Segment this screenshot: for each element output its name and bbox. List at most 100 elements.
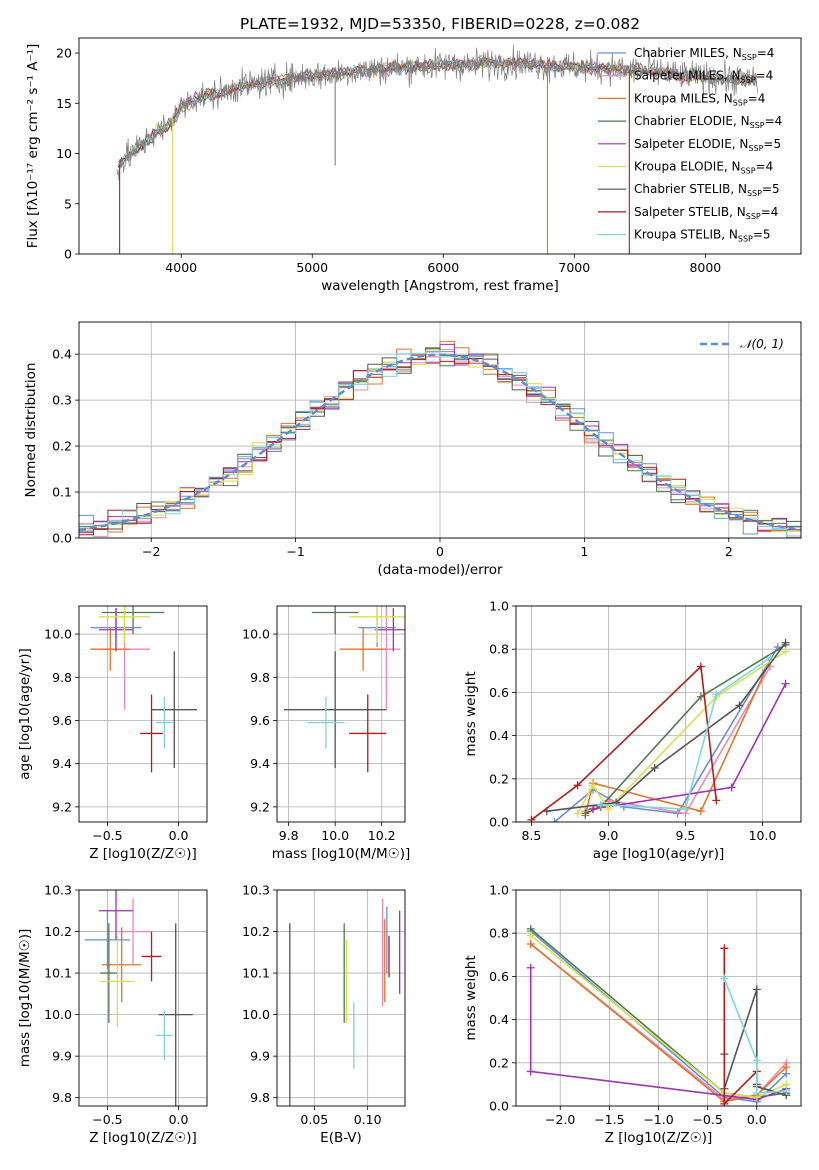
axes-mass-vs-ebv: 0.05 0.10 9.8 9.9 10.0 10.1 10.2 10.3 E(B-V): [242, 883, 406, 1146]
y-tick-label: 10.1: [44, 966, 72, 981]
errorbar-point: [101, 606, 165, 635]
weight-point-marker: [526, 963, 535, 972]
x-tick-label: 4000: [165, 260, 197, 275]
x-tick-label: 8000: [689, 260, 721, 275]
y-tick-label: 9.2: [250, 799, 270, 814]
x-tick-label: 10.0: [321, 828, 349, 843]
x-tick-label: 10.2: [368, 828, 396, 843]
weight-point-marker: [589, 805, 598, 814]
axes-frame: [78, 605, 208, 823]
weight-point-marker: [696, 662, 705, 671]
y-tick-label: 9.2: [52, 799, 72, 814]
y-axis-label: age [log10(age/yr)]: [17, 648, 33, 780]
weight-point-marker: [727, 783, 736, 792]
weight-point-marker: [752, 985, 761, 994]
axes-frame: [276, 605, 406, 823]
weight-point-marker: [781, 647, 790, 656]
weight-series-line: [723, 989, 787, 1096]
errorbar-point: [349, 694, 387, 773]
axes-frame: [78, 321, 802, 539]
weight-point-marker: [752, 1089, 761, 1098]
weight-point-marker: [650, 764, 659, 772]
y-tick-label: 0.4: [52, 347, 72, 362]
legend-entry: Kroupa ELODIE, NSSP=4: [634, 160, 773, 176]
errorbar-point: [90, 627, 131, 671]
y-tick-label: 9.8: [52, 1090, 72, 1105]
y-tick-label: 9.8: [250, 1090, 270, 1105]
errorbar-point: [98, 606, 151, 643]
y-tick-label: 15: [56, 96, 72, 111]
x-tick-label: 0.0: [169, 1112, 189, 1127]
x-tick-label: 6000: [427, 260, 459, 275]
y-tick-label: 9.8: [52, 670, 72, 685]
axes-frame: [515, 605, 802, 823]
x-tick-label: 2: [725, 544, 733, 559]
y-tick-label: 9.8: [250, 670, 270, 685]
legend-entry: Kroupa STELIB, NSSP=5: [634, 228, 771, 244]
x-tick-label: 8.5: [521, 828, 541, 843]
x-axis-label: wavelength [Angstrom, rest frame]: [321, 278, 559, 294]
x-tick-label: 7000: [558, 260, 590, 275]
weight-point-marker: [596, 800, 605, 809]
x-axis-label: (data-model)/error: [377, 562, 503, 578]
y-tick-label: 0.0: [489, 1099, 509, 1114]
weight-series-line: [723, 978, 787, 1094]
weight-point-marker: [766, 653, 775, 662]
errorbar-point: [98, 608, 134, 652]
x-axis-label: age [log10(age/yr)]: [593, 846, 725, 862]
y-tick-label: 10: [56, 146, 72, 161]
legend-entry: Chabrier MILES, NSSP=4: [634, 46, 774, 62]
x-tick-label: −0.5: [692, 1112, 722, 1127]
weight-point-marker: [696, 807, 705, 816]
y-tick-label: 10.3: [242, 883, 270, 898]
weight-point-marker: [720, 944, 729, 953]
weight-point-marker: [781, 679, 790, 688]
errorbar-point: [283, 651, 387, 768]
y-tick-label: 0.3: [52, 393, 72, 408]
legend-entry: Chabrier ELODIE, NSSP=4: [634, 114, 782, 130]
x-tick-label: 0.0: [747, 1112, 767, 1127]
y-axis-label: mass weight: [463, 955, 479, 1040]
weight-point-marker: [581, 809, 590, 818]
axes-spectrum: 4000 5000 6000 7000 8000 0 5 10 15 20 wavelength […: [25, 37, 802, 294]
errorbar-point: [84, 910, 131, 969]
weight-series-line: [723, 948, 758, 1106]
weight-point-marker: [720, 974, 729, 983]
axes-frame: [78, 37, 802, 255]
x-tick-label: −0.5: [92, 1112, 122, 1127]
errorbar-point: [151, 651, 198, 768]
y-tick-label: 5: [64, 196, 72, 211]
y-tick-label: 9.6: [52, 713, 72, 728]
figure-title: PLATE=1932, MJD=53350, FIBERID=0228, z=0…: [240, 15, 640, 33]
y-tick-label: 10.0: [242, 627, 270, 642]
x-axis-label: Z [log10(Z/Z☉)]: [89, 846, 197, 862]
y-tick-label: 9.4: [52, 756, 72, 771]
weight-series-line: [530, 943, 787, 1103]
y-tick-label: 0.4: [489, 728, 509, 743]
plot-area-massweight-vs-Z: [526, 924, 791, 1106]
y-axis-label: Normed distribution: [23, 363, 39, 498]
y-tick-label: 20: [56, 46, 72, 61]
y-tick-label: 9.9: [250, 1049, 270, 1064]
y-tick-label: 1.0: [489, 599, 509, 614]
weight-series-line: [600, 657, 771, 810]
x-tick-label: 9.5: [676, 828, 696, 843]
weight-point-marker: [782, 1063, 791, 1072]
y-tick-label: 9.6: [250, 713, 270, 728]
y-tick-label: 0.6: [489, 969, 509, 984]
gaussian-curve: [79, 353, 801, 532]
plot-area-age-vs-mass: [283, 606, 405, 773]
weight-point-marker: [526, 931, 535, 940]
x-tick-label: −1: [286, 544, 304, 559]
y-tick-label: 0.2: [52, 439, 72, 454]
axes-residuals: −2 −1 0 1 2 0.0 0.1 0.2 0.3 0.4 (data-model)/error…: [23, 321, 802, 578]
y-tick-label: 0.8: [489, 926, 509, 941]
weight-point-marker: [681, 805, 690, 814]
weight-point-marker: [720, 1099, 729, 1106]
errorbar-point: [100, 923, 118, 1023]
y-tick-label: 10.1: [242, 966, 270, 981]
x-tick-label: 0: [436, 544, 444, 559]
y-tick-label: 10.2: [44, 924, 72, 939]
plot-area-spectrum: [116, 44, 759, 254]
axes-age-vs-mass: 9.8 10.0 10.2 9.2 9.4 9.6 9.8 10.0 mass [log10(M…: [242, 605, 410, 862]
